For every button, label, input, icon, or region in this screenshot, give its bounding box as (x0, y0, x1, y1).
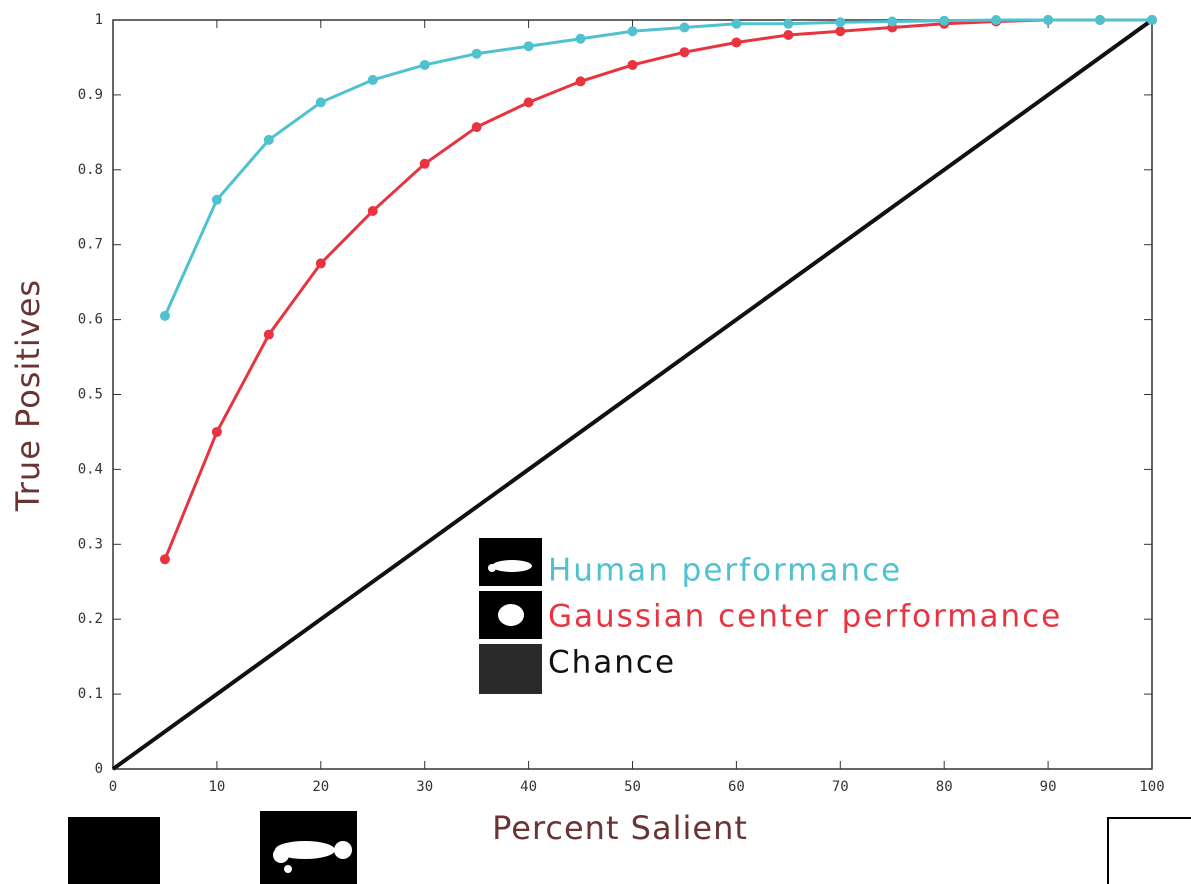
x-tick-label: 100 (1139, 779, 1164, 795)
marker (316, 97, 326, 107)
marker (316, 258, 326, 268)
x-tick-label: 70 (832, 779, 849, 795)
marker (212, 195, 222, 205)
marker (939, 16, 949, 26)
marker (628, 26, 638, 36)
marker (835, 17, 845, 27)
x-tick-label: 10 (208, 779, 225, 795)
marker (835, 26, 845, 36)
marker (679, 22, 689, 32)
y-tick-label: 0.1 (78, 686, 103, 702)
thumbnail (1108, 818, 1191, 884)
x-tick-label: 60 (728, 779, 745, 795)
thumbnail (68, 817, 160, 884)
marker (368, 206, 378, 216)
marker (628, 60, 638, 70)
x-tick-label: 50 (624, 779, 641, 795)
marker (731, 19, 741, 29)
x-tick-label: 90 (1040, 779, 1057, 795)
legend-icon (479, 538, 542, 586)
y-tick-label: 0.5 (78, 387, 103, 403)
marker (576, 76, 586, 86)
x-tick-label: 20 (312, 779, 329, 795)
legend-label: Gaussian center performance (548, 599, 1062, 635)
legend-icon (479, 644, 542, 694)
marker (1043, 15, 1053, 25)
marker (991, 15, 1001, 25)
y-axis-label: True Positives (9, 279, 47, 512)
y-tick-label: 0 (95, 761, 103, 777)
legend: Human performance Gaussian center perform… (479, 538, 1062, 694)
y-tick-label: 0.2 (78, 611, 103, 627)
marker (160, 311, 170, 321)
series-line (165, 20, 1152, 316)
x-tick-label: 80 (936, 779, 953, 795)
x-tick-label: 0 (109, 779, 117, 795)
marker (783, 30, 793, 40)
marker (524, 41, 534, 51)
legend-icon (479, 591, 542, 639)
marker (731, 37, 741, 47)
marker (160, 554, 170, 564)
marker (420, 159, 430, 169)
chart: Percent Salient True Positives Human per… (0, 0, 1191, 884)
thumbnail (260, 811, 357, 884)
y-tick-label: 1 (95, 12, 103, 28)
x-axis-label: Percent Salient (492, 809, 748, 847)
marker (212, 427, 222, 437)
legend-label: Chance (548, 645, 676, 681)
marker (1147, 15, 1157, 25)
y-tick-label: 0.7 (78, 237, 103, 253)
marker (887, 16, 897, 26)
marker (368, 75, 378, 85)
marker (420, 60, 430, 70)
marker (472, 49, 482, 59)
x-tick-label: 40 (520, 779, 537, 795)
marker (264, 330, 274, 340)
marker (524, 97, 534, 107)
marker (264, 135, 274, 145)
legend-label: Human performance (548, 553, 902, 589)
series-line (165, 20, 1152, 559)
y-tick-label: 0.6 (78, 312, 103, 328)
marker (783, 19, 793, 29)
marker (1095, 15, 1105, 25)
y-tick-label: 0.3 (78, 536, 103, 552)
marker (679, 47, 689, 57)
y-tick-label: 0.9 (78, 87, 103, 103)
y-tick-label: 0.8 (78, 162, 103, 178)
marker (472, 122, 482, 132)
marker (576, 34, 586, 44)
x-tick-label: 30 (416, 779, 433, 795)
y-tick-label: 0.4 (78, 461, 103, 477)
